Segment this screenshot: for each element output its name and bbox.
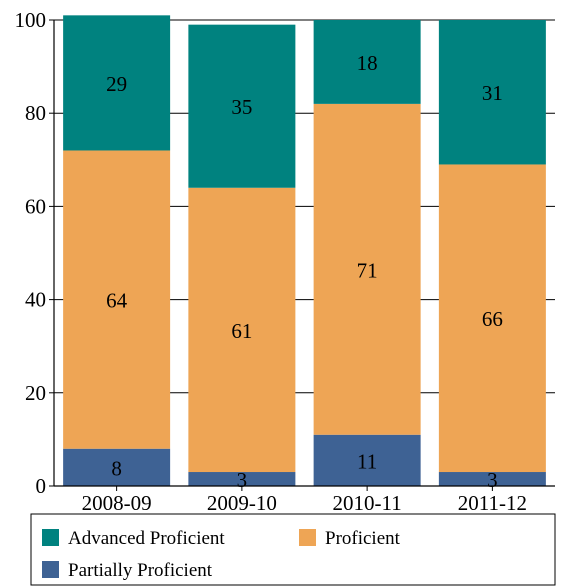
bar-segment xyxy=(188,24,296,188)
axes xyxy=(53,20,555,487)
bars: 8 64 29 3 61 35 11 71 18 3 66 31 xyxy=(63,15,546,492)
data-label: 35 xyxy=(231,95,252,119)
bar-segment xyxy=(63,448,171,486)
data-label: 18 xyxy=(357,51,378,75)
data-label: 31 xyxy=(482,81,503,105)
y-tick-label: 20 xyxy=(25,381,46,405)
bar-segment xyxy=(438,20,546,165)
data-label: 29 xyxy=(106,72,127,96)
bar-segment xyxy=(63,15,171,151)
bar-segment xyxy=(313,434,421,486)
x-tick-label: 2010-11 xyxy=(333,491,402,515)
y-tick-label: 0 xyxy=(36,474,47,498)
legend-label: Proficient xyxy=(325,528,401,549)
bar-segment xyxy=(188,472,296,486)
legend-swatch xyxy=(42,561,59,578)
bar-segment xyxy=(188,187,296,473)
x-axis-ticks: 2008-09 2009-10 2010-11 2011-12 xyxy=(82,486,527,515)
legend-label: Advanced Proficient xyxy=(68,528,225,549)
x-tick-label: 2008-09 xyxy=(82,491,152,515)
legend-label: Partially Proficient xyxy=(68,560,213,581)
data-label: 3 xyxy=(237,468,248,492)
y-tick-label: 80 xyxy=(25,101,46,125)
legend: Advanced Proficient Proficient Partially P… xyxy=(30,513,556,586)
data-label: 66 xyxy=(482,307,503,331)
legend-swatch xyxy=(299,529,316,546)
x-tick-label: 2011-12 xyxy=(458,491,527,515)
bar-segment xyxy=(63,150,171,449)
y-axis-ticks: 0 20 40 60 80 100 xyxy=(15,8,54,498)
y-tick-label: 100 xyxy=(15,8,47,32)
bar-segment xyxy=(438,472,546,486)
y-tick-label: 60 xyxy=(25,194,46,218)
legend-swatch xyxy=(42,529,59,546)
bar-segment xyxy=(313,103,421,435)
data-label: 11 xyxy=(357,449,377,473)
data-label: 64 xyxy=(106,289,128,313)
data-label: 8 xyxy=(111,456,122,480)
data-label: 61 xyxy=(231,319,252,343)
data-label: 71 xyxy=(357,258,378,282)
legend-box xyxy=(30,513,556,586)
bar-segment xyxy=(438,164,546,473)
bar-segment xyxy=(313,20,421,104)
x-tick-label: 2009-10 xyxy=(207,491,277,515)
data-label: 3 xyxy=(487,468,498,492)
y-tick-label: 40 xyxy=(25,288,46,312)
